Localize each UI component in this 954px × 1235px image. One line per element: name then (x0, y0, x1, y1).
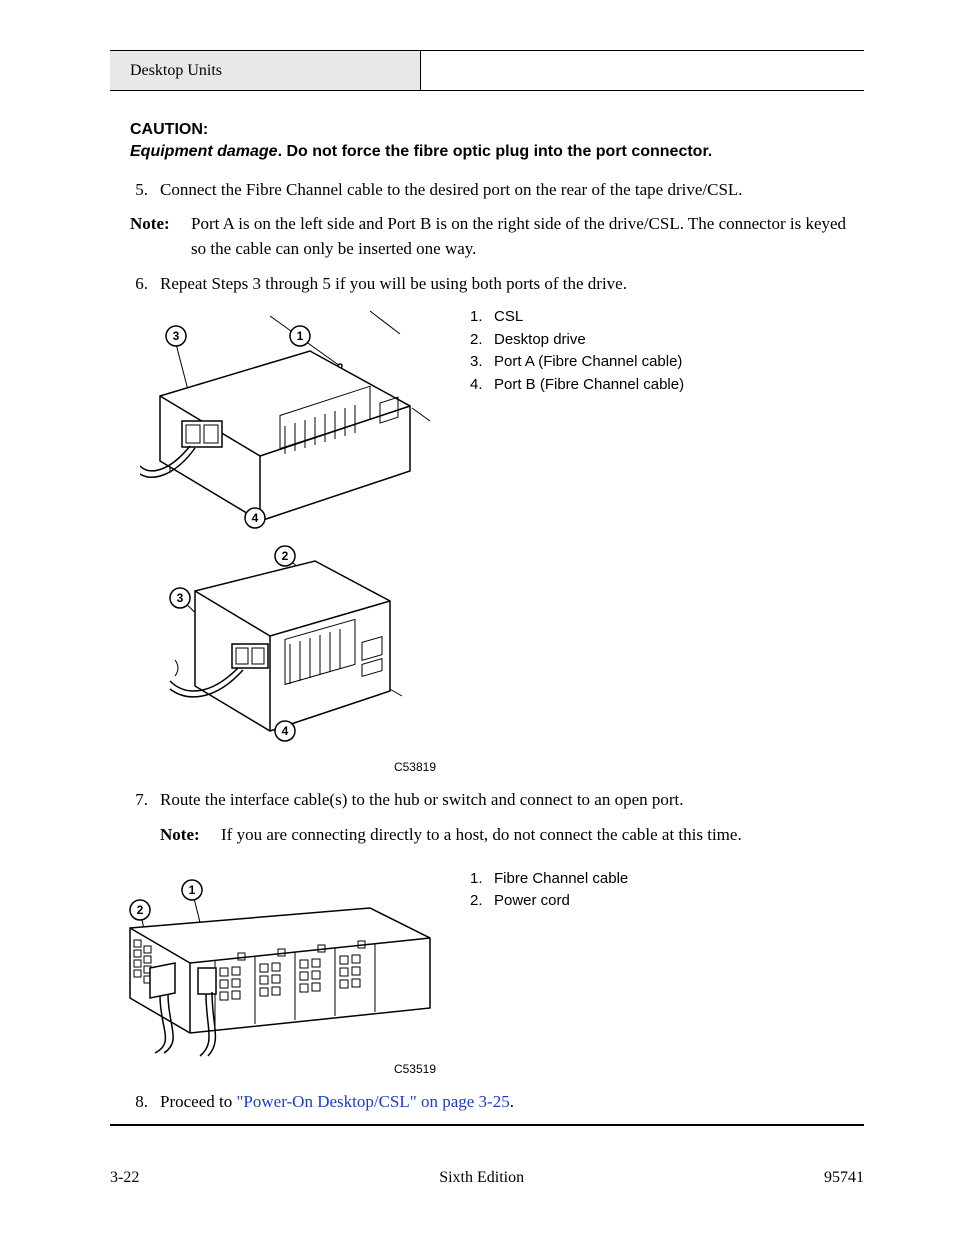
note-label: Note: (130, 212, 185, 261)
svg-text:2: 2 (137, 903, 144, 917)
caution-text: Equipment damage. Do not force the fibre… (130, 141, 864, 163)
step-list: 5. Connect the Fibre Channel cable to th… (130, 178, 864, 203)
figure-1-code: C53819 (140, 760, 440, 774)
note-1: Note: Port A is on the left side and Por… (130, 212, 864, 261)
note-text: If you are connecting directly to a host… (215, 823, 864, 848)
step-5: 5. Connect the Fibre Channel cable to th… (130, 178, 864, 203)
step-post: . (510, 1092, 514, 1111)
header-blank (420, 50, 864, 90)
caution-label: CAUTION: (130, 119, 864, 141)
step-list-2: 6. Repeat Steps 3 through 5 if you will … (130, 272, 864, 297)
step-number: 7. (130, 788, 160, 857)
step-number: 6. (130, 272, 160, 297)
step-number: 8. (130, 1090, 160, 1115)
step-text: Connect the Fibre Channel cable to the d… (160, 178, 864, 203)
legend-item: 1.CSL (470, 306, 684, 329)
header-rule (110, 90, 864, 91)
figure-1-row: 3 1 4 (110, 306, 864, 774)
legend-item: 1.Fibre Channel cable (470, 868, 628, 891)
caution-rest: . Do not force the fibre optic plug into… (278, 143, 713, 160)
svg-text:4: 4 (282, 724, 289, 738)
figure-2-legend: 1.Fibre Channel cable 2.Power cord (470, 868, 628, 913)
note-text: Port A is on the left side and Port B is… (185, 212, 864, 261)
footer-docnum: 95741 (824, 1169, 864, 1187)
svg-text:1: 1 (297, 329, 304, 343)
step-8: 8. Proceed to "Power-On Desktop/CSL" on … (130, 1090, 864, 1115)
legend-item: 4.Port B (Fibre Channel cable) (470, 374, 684, 397)
step-text: Repeat Steps 3 through 5 if you will be … (160, 272, 864, 297)
svg-text:3: 3 (177, 591, 184, 605)
legend-item: 2.Desktop drive (470, 329, 684, 352)
step-body: Proceed to "Power-On Desktop/CSL" on pag… (160, 1090, 864, 1115)
step-list-4: 8. Proceed to "Power-On Desktop/CSL" on … (130, 1090, 864, 1115)
caution-block: CAUTION: Equipment damage. Do not force … (130, 119, 864, 164)
step-list-3: 7. Route the interface cable(s) to the h… (130, 788, 864, 857)
footer-page: 3-22 (110, 1169, 139, 1187)
figure-2: 1 2 C53519 (120, 868, 440, 1076)
caution-emphasis: Equipment damage (130, 143, 278, 160)
svg-text:4: 4 (252, 511, 259, 525)
note-label: Note: (160, 823, 215, 848)
step-text: Route the interface cable(s) to the hub … (160, 790, 684, 809)
cross-ref-link[interactable]: "Power-On Desktop/CSL" on page 3-25 (236, 1092, 509, 1111)
step-pre: Proceed to (160, 1092, 236, 1111)
step-7: 7. Route the interface cable(s) to the h… (130, 788, 864, 857)
svg-text:1: 1 (189, 883, 196, 897)
legend-item: 2.Power cord (470, 890, 628, 913)
figure-2-row: 1 2 C53519 1.Fibre Channel cable 2.Power… (110, 868, 864, 1076)
step-number: 5. (130, 178, 160, 203)
figure-2-code: C53519 (120, 1062, 440, 1076)
legend-item: 3.Port A (Fibre Channel cable) (470, 351, 684, 374)
footer-edition: Sixth Edition (439, 1169, 524, 1187)
svg-text:2: 2 (282, 549, 289, 563)
page-footer: 3-22 Sixth Edition 95741 (110, 1169, 864, 1187)
figure-1-legend: 1.CSL 2.Desktop drive 3.Port A (Fibre Ch… (470, 306, 684, 396)
step-body: Route the interface cable(s) to the hub … (160, 788, 864, 857)
bottom-rule (110, 1124, 864, 1126)
step-6: 6. Repeat Steps 3 through 5 if you will … (130, 272, 864, 297)
svg-text:3: 3 (173, 329, 180, 343)
figure-1: 3 1 4 (140, 306, 440, 774)
page-header: Desktop Units (110, 50, 864, 90)
note-7: Note: If you are connecting directly to … (160, 823, 864, 848)
header-section-title: Desktop Units (110, 50, 420, 90)
